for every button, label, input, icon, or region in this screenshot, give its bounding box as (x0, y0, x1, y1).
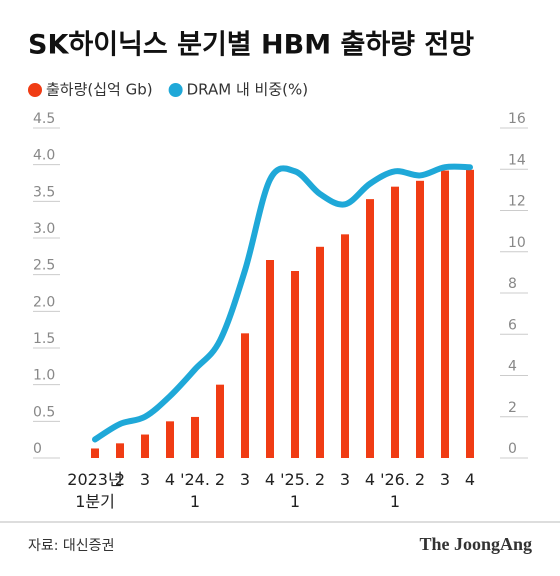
y-tick-label: 1.5 (33, 331, 55, 347)
x-tick-label: 4 (465, 470, 475, 489)
bar (241, 333, 249, 458)
legend-label: 출하량(십억 Gb) (46, 81, 153, 99)
x-tick-label: 2 (115, 470, 125, 489)
y-tick-label: 4.0 (33, 148, 55, 164)
x-tick-label: 3 (240, 470, 250, 489)
x-tick-label: 2023년 1분기 (67, 470, 122, 511)
bar (266, 260, 274, 458)
legend-swatch (28, 83, 42, 97)
y-tick-label: 0 (33, 441, 42, 457)
y-tick-label: 0.5 (33, 404, 55, 420)
legend-label: DRAM 내 비중(%) (187, 81, 308, 99)
bar (141, 434, 149, 458)
bar (166, 421, 174, 458)
line (92, 163, 473, 443)
y2-tick-label: 14 (508, 152, 526, 168)
bar (316, 246, 324, 458)
y-tick-label: 2.0 (33, 294, 55, 310)
y2-tick-label: 6 (508, 317, 517, 333)
x-tick-label: 2 (215, 470, 225, 489)
chart-title: SK하이닉스 분기별 HBM 출하량 전망 (28, 30, 474, 61)
y-tick-label: 1.0 (33, 368, 55, 384)
x-tick-label: 4 (365, 470, 375, 489)
bar (191, 416, 199, 458)
y2-tick-label: 8 (508, 276, 517, 292)
y2-tick-label: 2 (508, 400, 517, 416)
y-tick-label: 3.0 (33, 221, 55, 237)
x-tick-label: 2 (415, 470, 425, 489)
bar (116, 443, 124, 458)
bar (291, 271, 299, 458)
y-tick-label: 4.5 (33, 111, 55, 127)
legend-swatch (168, 83, 183, 97)
y2-tick-label: 12 (508, 194, 526, 210)
y-tick-label: 2.5 (33, 258, 55, 274)
bar (341, 234, 349, 458)
y2-tick-label: 0 (508, 441, 517, 457)
y2-tick-label: 4 (508, 359, 517, 375)
x-tick-label: '26. 1 (380, 470, 410, 511)
x-tick-label: 2 (315, 470, 325, 489)
x-tick-label: '25. 1 (280, 470, 310, 511)
bar (466, 169, 474, 459)
bar (391, 186, 399, 458)
source: 자료: 대신증권 (28, 538, 114, 554)
bar (366, 199, 374, 458)
bar (416, 180, 424, 459)
bar (441, 170, 449, 459)
x-tick-label: 3 (340, 470, 350, 489)
logo: The JoongAng (419, 534, 532, 554)
y-tick-label: 3.5 (33, 184, 55, 200)
y2-tick-label: 10 (508, 235, 526, 251)
bar (216, 384, 224, 458)
x-tick-label: 4 (265, 470, 275, 489)
x-tick-label: 3 (140, 470, 150, 489)
x-tick-label: 4 (165, 470, 175, 489)
y2-tick-label: 16 (508, 111, 526, 127)
x-tick-label: 3 (440, 470, 450, 489)
bar (91, 448, 99, 458)
x-tick-label: '24. 1 (180, 470, 210, 511)
